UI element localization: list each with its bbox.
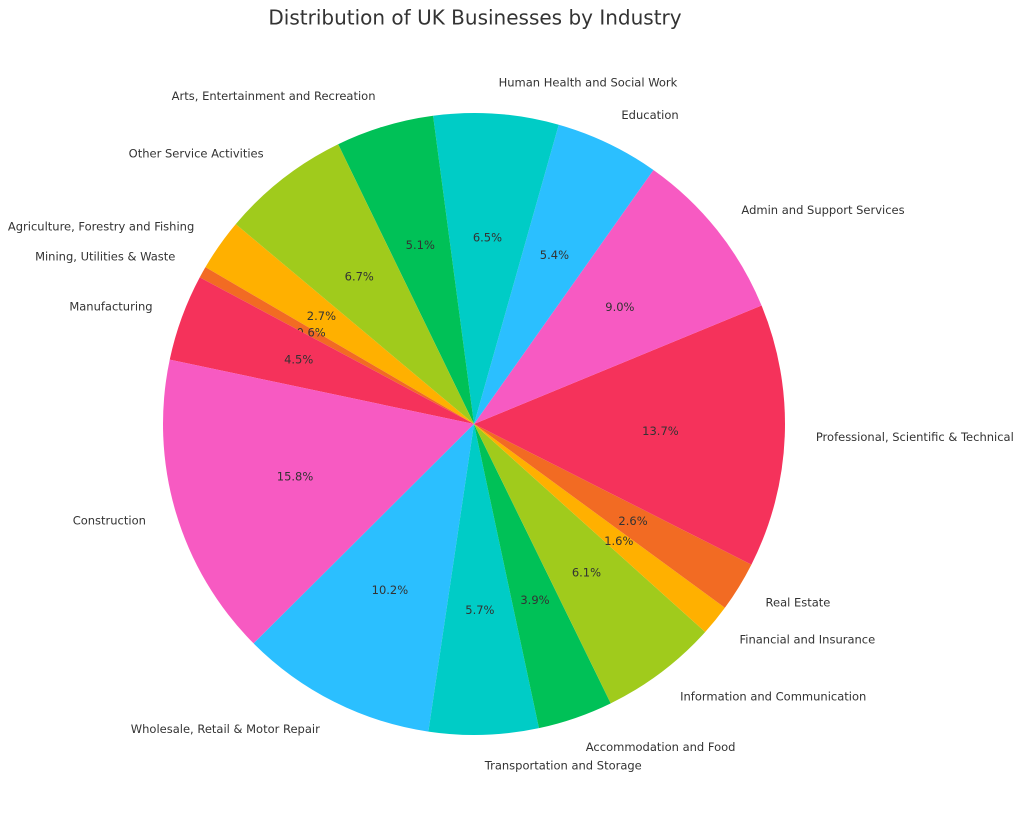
pie-slice (474, 424, 611, 729)
slice-label: Agriculture, Forestry and Fishing (8, 220, 194, 234)
pie-slice (428, 424, 539, 735)
slice-label: Real Estate (766, 595, 831, 609)
pie-slice (474, 169, 762, 424)
value-label: 3.9% (520, 593, 549, 607)
slice-label: Mining, Utilities & Waste (35, 250, 175, 264)
chart-title: Distribution of UK Businesses by Industr… (268, 6, 681, 30)
value-label: 5.1% (406, 238, 435, 252)
value-label: 6.5% (473, 230, 502, 244)
slice-label: Arts, Entertainment and Recreation (172, 89, 376, 103)
value-label: 15.8% (277, 469, 314, 483)
pie-slice (433, 112, 559, 424)
value-label: 9.0% (605, 300, 634, 314)
slice-label: Construction (73, 513, 146, 527)
value-label: 10.2% (372, 583, 409, 597)
pie-slice (474, 424, 725, 633)
slice-label: Wholesale, Retail & Motor Repair (131, 722, 320, 736)
pie-slice (199, 267, 475, 424)
slice-label: Human Health and Social Work (499, 75, 678, 89)
slice-label: Admin and Support Services (741, 203, 904, 217)
slice-label: Financial and Insurance (739, 632, 875, 646)
value-label: 6.1% (572, 565, 601, 579)
pie-slice (474, 424, 752, 608)
pie-slice (235, 144, 474, 424)
pie-slice (163, 359, 474, 644)
value-label: 6.7% (345, 269, 374, 283)
pie-slice (474, 124, 654, 424)
value-label: 4.5% (284, 353, 313, 367)
slice-label: Accommodation and Food (586, 740, 736, 754)
value-label: 13.7% (642, 424, 679, 438)
value-label: 5.4% (540, 248, 569, 262)
pie-slice (169, 277, 474, 424)
slice-label: Education (621, 108, 678, 122)
slice-label: Manufacturing (69, 299, 152, 313)
slice-label: Professional, Scientific & Technical (816, 430, 1014, 444)
pie-slice (474, 305, 785, 565)
pie-slice (474, 424, 706, 704)
pie-slice (338, 115, 474, 424)
slice-label: Other Service Activities (129, 147, 264, 161)
pie-slice (253, 424, 474, 732)
pie-slice (205, 224, 474, 424)
value-label: 2.7% (307, 309, 336, 323)
slice-label: Transportation and Storage (484, 758, 642, 772)
value-label: 5.7% (465, 603, 494, 617)
value-label: 1.6% (604, 534, 633, 548)
slice-label: Information and Communication (680, 690, 866, 704)
value-label: 2.6% (618, 514, 647, 528)
